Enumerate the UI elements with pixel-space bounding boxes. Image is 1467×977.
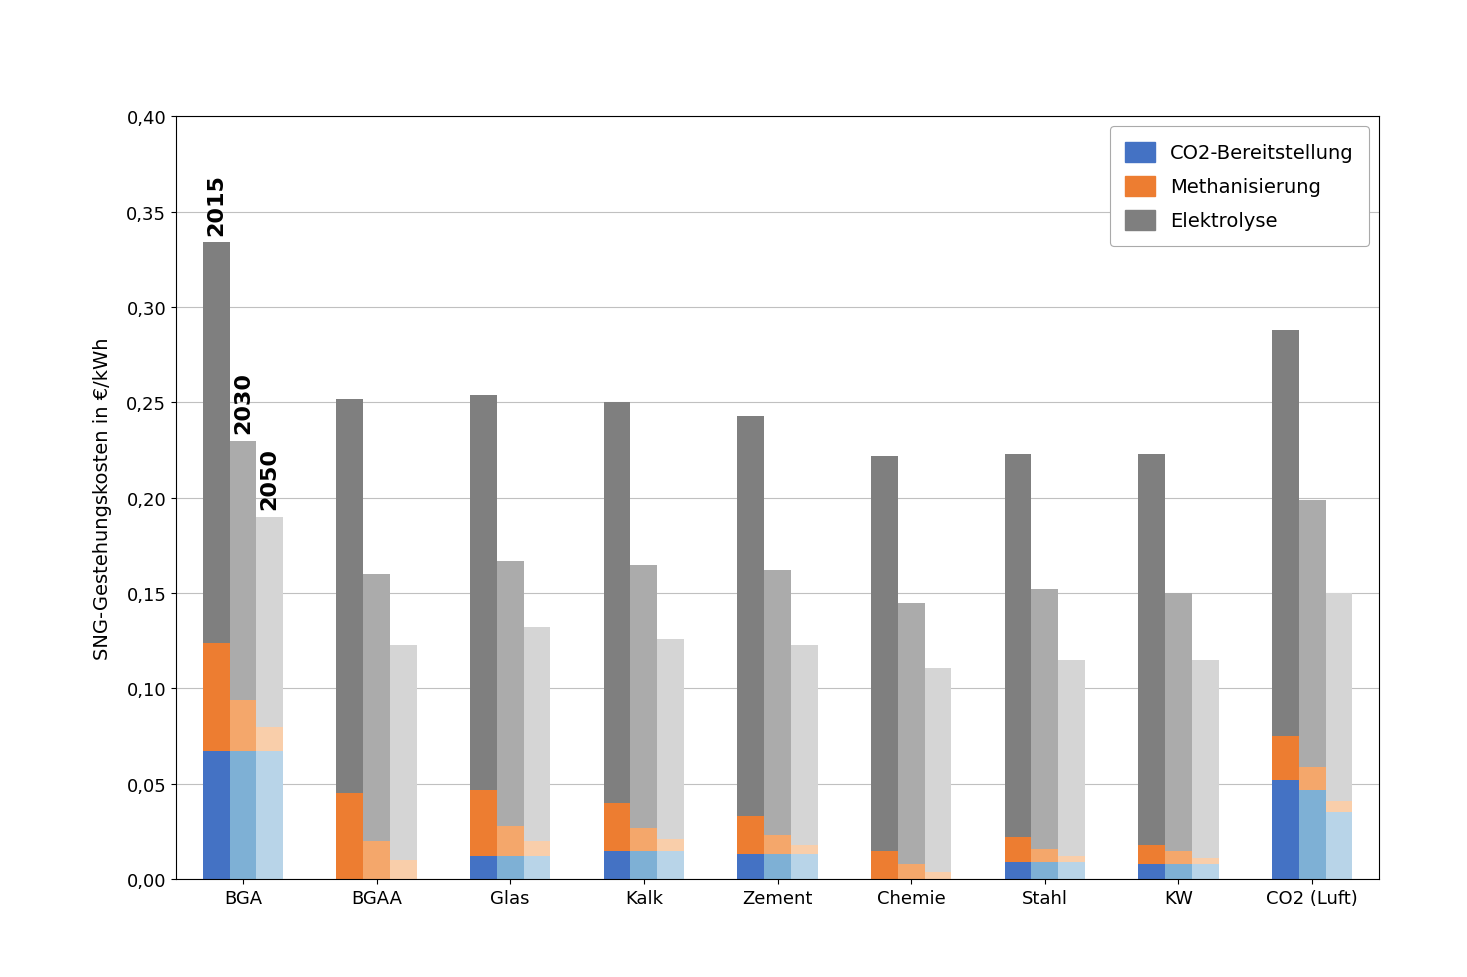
Bar	[497, 826, 524, 857]
Bar	[364, 841, 390, 879]
Bar	[469, 789, 497, 857]
Bar	[1005, 862, 1031, 879]
Bar	[898, 603, 924, 864]
Bar	[1058, 857, 1086, 862]
Bar	[657, 851, 684, 879]
Bar	[1138, 454, 1165, 845]
Bar	[604, 403, 631, 803]
Bar	[1031, 849, 1058, 862]
Bar	[202, 243, 229, 643]
Bar	[924, 668, 951, 871]
Bar	[1138, 845, 1165, 864]
Bar	[257, 727, 283, 751]
Bar	[229, 751, 257, 879]
Bar	[1031, 862, 1058, 879]
Bar	[524, 857, 550, 879]
Bar	[791, 845, 817, 855]
Bar	[257, 751, 283, 879]
Bar	[604, 851, 631, 879]
Bar	[1298, 767, 1326, 789]
Bar	[871, 456, 898, 851]
Bar	[738, 855, 764, 879]
Bar	[257, 518, 283, 727]
Bar	[1298, 789, 1326, 879]
Bar	[524, 841, 550, 857]
Bar	[1326, 813, 1353, 879]
Bar	[390, 860, 417, 879]
Bar	[497, 857, 524, 879]
Bar	[1191, 859, 1219, 864]
Bar	[1165, 864, 1191, 879]
Bar	[898, 864, 924, 879]
Bar	[1326, 593, 1353, 801]
Text: 2050: 2050	[260, 447, 280, 510]
Bar	[924, 871, 951, 879]
Bar	[1272, 781, 1298, 879]
Bar	[1298, 500, 1326, 767]
Bar	[1005, 454, 1031, 837]
Bar	[631, 565, 657, 828]
Bar	[657, 639, 684, 839]
Bar	[1191, 864, 1219, 879]
Text: 2015: 2015	[207, 174, 226, 235]
Bar	[497, 561, 524, 826]
Bar	[871, 851, 898, 879]
Bar	[764, 855, 791, 879]
Bar	[657, 839, 684, 851]
Bar	[791, 855, 817, 879]
Legend: CO2-Bereitstellung, Methanisierung, Elektrolyse: CO2-Bereitstellung, Methanisierung, Elek…	[1111, 127, 1369, 247]
Bar	[336, 400, 364, 793]
Bar	[1165, 593, 1191, 851]
Bar	[604, 803, 631, 851]
Bar	[791, 645, 817, 845]
Bar	[1058, 660, 1086, 857]
Bar	[1272, 330, 1298, 737]
Bar	[1326, 801, 1353, 813]
Bar	[764, 835, 791, 855]
Bar	[1138, 864, 1165, 879]
Bar	[1165, 851, 1191, 864]
Bar	[1191, 660, 1219, 859]
Y-axis label: SNG-Gestehungskosten in €/kWh: SNG-Gestehungskosten in €/kWh	[94, 337, 113, 659]
Bar	[631, 851, 657, 879]
Bar	[738, 817, 764, 855]
Bar	[364, 574, 390, 841]
Bar	[469, 857, 497, 879]
Bar	[764, 571, 791, 835]
Bar	[738, 416, 764, 817]
Text: 2030: 2030	[233, 371, 252, 434]
Bar	[229, 701, 257, 751]
Bar	[229, 441, 257, 701]
Bar	[390, 645, 417, 860]
Bar	[1272, 737, 1298, 781]
Bar	[1058, 862, 1086, 879]
Bar	[336, 793, 364, 879]
Bar	[202, 751, 229, 879]
Bar	[469, 396, 497, 789]
Bar	[631, 828, 657, 851]
Bar	[1031, 590, 1058, 849]
Bar	[202, 643, 229, 751]
Bar	[524, 628, 550, 841]
Bar	[1005, 837, 1031, 862]
